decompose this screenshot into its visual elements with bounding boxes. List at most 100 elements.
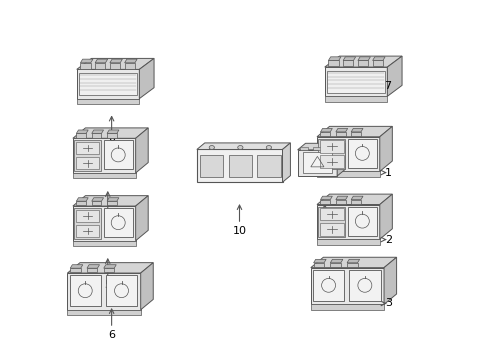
- Polygon shape: [106, 275, 137, 306]
- Polygon shape: [320, 223, 343, 236]
- Polygon shape: [107, 130, 119, 134]
- Polygon shape: [337, 143, 345, 176]
- Polygon shape: [330, 263, 341, 267]
- Polygon shape: [320, 196, 332, 200]
- Polygon shape: [336, 200, 345, 204]
- Polygon shape: [124, 59, 137, 63]
- Polygon shape: [95, 59, 108, 63]
- Text: 1: 1: [385, 167, 392, 177]
- Polygon shape: [349, 270, 381, 301]
- Polygon shape: [358, 60, 368, 66]
- Polygon shape: [300, 147, 308, 150]
- Text: 4: 4: [104, 213, 111, 222]
- Polygon shape: [103, 208, 133, 237]
- Polygon shape: [318, 207, 345, 237]
- Polygon shape: [311, 257, 396, 267]
- Polygon shape: [317, 137, 380, 171]
- Polygon shape: [77, 99, 139, 104]
- Polygon shape: [76, 198, 88, 201]
- Polygon shape: [343, 57, 356, 60]
- Polygon shape: [325, 56, 402, 67]
- Polygon shape: [73, 173, 136, 179]
- Polygon shape: [75, 157, 99, 170]
- Polygon shape: [124, 63, 135, 69]
- Polygon shape: [311, 305, 384, 310]
- Polygon shape: [314, 147, 321, 150]
- Polygon shape: [328, 57, 341, 60]
- Polygon shape: [297, 143, 345, 150]
- Polygon shape: [372, 60, 383, 66]
- Polygon shape: [75, 210, 99, 222]
- Polygon shape: [73, 128, 148, 138]
- Polygon shape: [318, 139, 345, 169]
- Polygon shape: [77, 58, 154, 69]
- Polygon shape: [387, 56, 402, 96]
- Polygon shape: [68, 263, 153, 273]
- Polygon shape: [314, 259, 326, 263]
- Polygon shape: [351, 132, 361, 136]
- Polygon shape: [103, 140, 133, 170]
- Text: 2: 2: [385, 235, 392, 244]
- Polygon shape: [317, 194, 392, 204]
- Polygon shape: [68, 310, 141, 315]
- Polygon shape: [297, 150, 337, 176]
- Polygon shape: [372, 57, 385, 60]
- Polygon shape: [74, 140, 101, 171]
- Ellipse shape: [266, 145, 271, 149]
- Polygon shape: [325, 67, 387, 96]
- Polygon shape: [110, 63, 120, 69]
- Polygon shape: [95, 63, 105, 69]
- Polygon shape: [70, 265, 83, 268]
- Text: 5: 5: [104, 280, 111, 289]
- Ellipse shape: [209, 145, 215, 149]
- Polygon shape: [330, 259, 343, 263]
- Polygon shape: [351, 200, 361, 204]
- Polygon shape: [136, 128, 148, 173]
- Polygon shape: [303, 153, 332, 174]
- Polygon shape: [358, 57, 370, 60]
- Polygon shape: [110, 59, 122, 63]
- Polygon shape: [75, 225, 99, 237]
- Text: 8: 8: [108, 137, 115, 147]
- Polygon shape: [283, 143, 291, 182]
- Polygon shape: [351, 129, 363, 132]
- Polygon shape: [73, 206, 136, 241]
- Polygon shape: [317, 239, 380, 245]
- Text: 10: 10: [232, 226, 246, 236]
- Polygon shape: [320, 129, 332, 132]
- Polygon shape: [76, 201, 86, 205]
- Polygon shape: [229, 155, 252, 177]
- Polygon shape: [70, 275, 101, 306]
- Polygon shape: [73, 241, 136, 246]
- Polygon shape: [92, 134, 101, 138]
- Polygon shape: [92, 130, 103, 134]
- Polygon shape: [104, 268, 114, 273]
- Polygon shape: [87, 265, 99, 268]
- Polygon shape: [320, 132, 330, 136]
- Polygon shape: [87, 268, 98, 273]
- Polygon shape: [74, 208, 101, 239]
- Polygon shape: [320, 200, 330, 204]
- Polygon shape: [347, 259, 360, 263]
- Polygon shape: [313, 270, 344, 301]
- Polygon shape: [317, 204, 380, 239]
- Polygon shape: [343, 60, 353, 66]
- Polygon shape: [141, 263, 153, 310]
- Ellipse shape: [238, 145, 243, 149]
- Polygon shape: [317, 126, 392, 137]
- Text: 9: 9: [321, 226, 328, 236]
- Polygon shape: [348, 207, 377, 236]
- Polygon shape: [197, 149, 283, 182]
- Polygon shape: [336, 132, 345, 136]
- Text: 3: 3: [385, 298, 392, 309]
- Polygon shape: [380, 126, 392, 171]
- Polygon shape: [320, 140, 343, 153]
- Polygon shape: [68, 273, 141, 310]
- Polygon shape: [139, 58, 154, 99]
- Polygon shape: [92, 201, 101, 205]
- Polygon shape: [348, 139, 377, 168]
- Polygon shape: [79, 73, 137, 95]
- Polygon shape: [314, 263, 324, 267]
- Polygon shape: [73, 195, 148, 206]
- Polygon shape: [80, 63, 91, 69]
